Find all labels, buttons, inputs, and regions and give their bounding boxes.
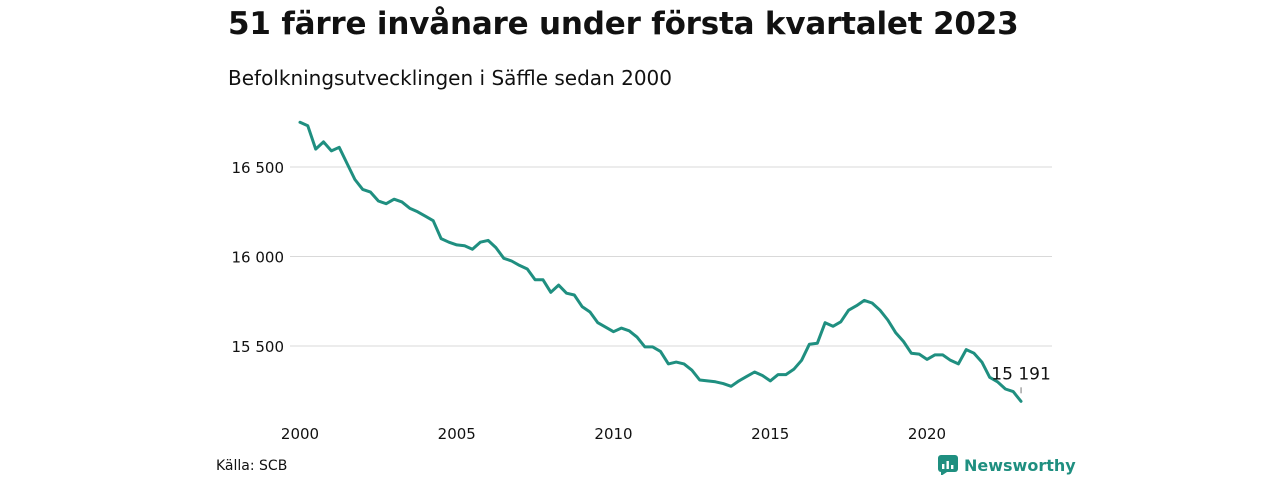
source-label: Källa: SCB <box>216 458 288 474</box>
y-tick-label: 16 000 <box>232 249 285 267</box>
y-tick-label: 16 500 <box>232 159 285 177</box>
brand-logo[interactable]: Newsworthy <box>938 455 1076 475</box>
chart-subtitle: Befolkningsutvecklingen i Säffle sedan 2… <box>228 66 672 90</box>
brand-name: Newsworthy <box>964 455 1076 475</box>
x-tick-label: 2000 <box>281 425 319 443</box>
series-line <box>298 120 1023 403</box>
x-tick-label: 2005 <box>438 425 476 443</box>
chart-title: 51 färre invånare under första kvartalet… <box>228 6 1019 42</box>
x-tick-label: 2010 <box>594 425 632 443</box>
y-tick-label: 15 500 <box>232 338 285 356</box>
x-tick-label: 2020 <box>908 425 946 443</box>
newsworthy-logo-icon <box>938 455 958 475</box>
x-tick-label: 2015 <box>751 425 789 443</box>
last-value-label: 15 191 <box>991 364 1050 384</box>
